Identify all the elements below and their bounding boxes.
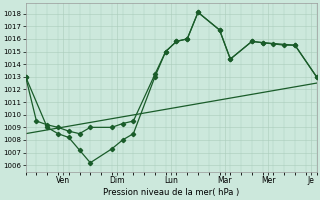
X-axis label: Pression niveau de la mer( hPa ): Pression niveau de la mer( hPa ) bbox=[103, 188, 239, 197]
